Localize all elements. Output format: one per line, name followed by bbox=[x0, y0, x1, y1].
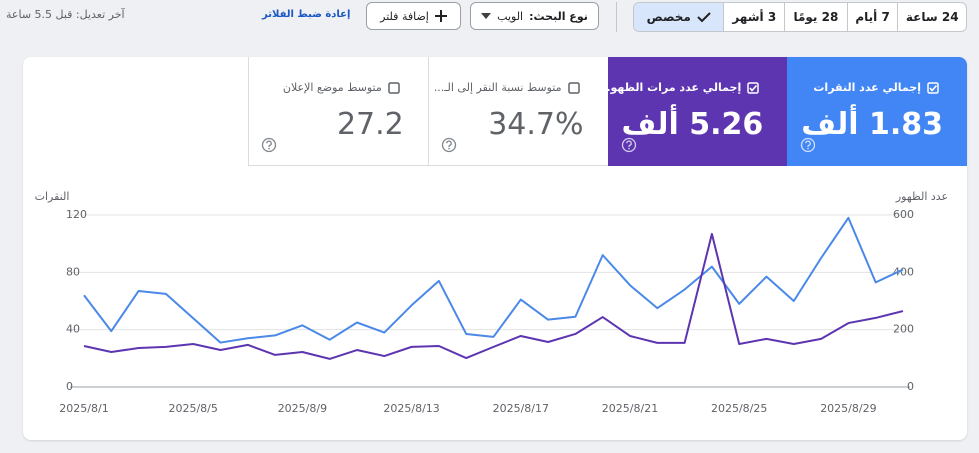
add-filter-text: إضافة فلتر bbox=[380, 9, 429, 23]
plus-icon bbox=[434, 10, 447, 22]
metric-tile[interactable]: إجمالي عدد مرات الظهو... 5.26 ألف bbox=[598, 57, 788, 166]
separator bbox=[616, 2, 617, 32]
reset-filters-link[interactable]: إعادة ضبط الفلاتر bbox=[262, 9, 351, 20]
y-tick-label: 80 bbox=[66, 265, 80, 278]
data-line bbox=[83, 216, 904, 344]
toolbar: 24 ساعة 7 أيام 28 يومًا 3 أشهر مخصص نوع البح… bbox=[0, 0, 979, 40]
metric-header: إجمالي عدد النقرات bbox=[813, 81, 939, 94]
help-icon bbox=[801, 137, 816, 153]
date-range-label: 24 ساعة bbox=[905, 10, 959, 24]
metric-value: 1.83 ألف bbox=[801, 107, 943, 142]
date-range-option[interactable]: 24 ساعة bbox=[897, 3, 966, 31]
help-icon bbox=[261, 137, 277, 153]
search-type-dropdown[interactable]: نوع البحث: الويب bbox=[470, 2, 599, 30]
y2-tick-label: 400 bbox=[893, 265, 914, 278]
checkbox bbox=[927, 81, 939, 94]
y2-axis-title: عدد الظهور bbox=[895, 190, 948, 203]
y2-tick-label: 0 bbox=[907, 380, 914, 393]
date-range-label: 3 أشهر bbox=[732, 10, 777, 24]
y2-tick-label: 600 bbox=[893, 208, 914, 221]
search-type-label: نوع البحث: bbox=[529, 9, 588, 23]
search-type-value: الويب bbox=[497, 9, 524, 23]
y-axis-title: النقرات bbox=[35, 190, 70, 203]
check-icon bbox=[697, 12, 711, 23]
x-tick-label: 2025/8/25 bbox=[711, 402, 767, 415]
metric-header: متوسط نسبة النقر إلى الـ... bbox=[434, 81, 580, 94]
metric-tile[interactable]: إجمالي عدد النقرات 1.83 ألف bbox=[787, 57, 967, 166]
x-tick-label: 2025/8/1 bbox=[59, 402, 108, 415]
metric-header: إجمالي عدد مرات الظهو... bbox=[598, 81, 759, 94]
x-tick-label: 2025/8/13 bbox=[383, 402, 439, 415]
metric-header: متوسط موضع الإعلان bbox=[283, 81, 400, 94]
x-tick-label: 2025/8/5 bbox=[168, 402, 217, 415]
metric-tile[interactable]: متوسط موضع الإعلان 27.2 bbox=[248, 57, 428, 166]
x-tick-label: 2025/8/9 bbox=[278, 402, 327, 415]
checkbox bbox=[567, 81, 580, 94]
metric-tiles: إجمالي عدد النقرات 1.83 ألف إجمالي عدد مرا… bbox=[248, 57, 967, 166]
help-icon bbox=[621, 137, 636, 153]
checkbox bbox=[388, 81, 400, 94]
y-tick-label: 0 bbox=[66, 380, 73, 393]
date-range-option[interactable]: 3 أشهر bbox=[723, 3, 784, 31]
x-tick-label: 2025/8/21 bbox=[602, 402, 658, 415]
metric-label: متوسط نسبة النقر إلى الـ... bbox=[433, 81, 562, 94]
date-range-option[interactable]: مخصص bbox=[634, 3, 724, 31]
last-updated: آخر تعديل: قبل 5.5 ساعة bbox=[6, 8, 125, 21]
metric-label: إجمالي عدد النقرات bbox=[813, 81, 921, 94]
date-range-option[interactable]: 7 أيام bbox=[846, 3, 898, 31]
metric-label: متوسط موضع الإعلان bbox=[282, 81, 382, 94]
y-tick-label: 40 bbox=[66, 323, 80, 336]
date-range-label: 7 أيام bbox=[855, 10, 890, 24]
metric-value: 27.2 bbox=[336, 107, 404, 142]
checkbox bbox=[747, 81, 759, 94]
add-filter-button[interactable]: إضافة فلتر bbox=[366, 2, 461, 30]
y-tick-label: 120 bbox=[66, 208, 87, 221]
y2-tick-label: 200 bbox=[893, 323, 914, 336]
date-range-label: مخصص bbox=[646, 10, 691, 24]
caret-icon bbox=[481, 13, 492, 19]
x-tick-label: 2025/8/29 bbox=[820, 402, 876, 415]
metric-label: إجمالي عدد مرات الظهو... bbox=[597, 81, 742, 94]
date-range-label: 28 يومًا bbox=[793, 10, 839, 24]
x-tick-label: 2025/8/17 bbox=[493, 402, 549, 415]
metric-tile[interactable]: متوسط نسبة النقر إلى الـ... 34.7% bbox=[427, 57, 608, 166]
metric-value: 34.7% bbox=[488, 107, 584, 142]
metric-value: 5.26 ألف bbox=[621, 107, 764, 142]
data-line bbox=[83, 232, 904, 360]
date-range-selector: 24 ساعة 7 أيام 28 يومًا 3 أشهر مخصص bbox=[633, 2, 967, 32]
date-range-option[interactable]: 28 يومًا bbox=[784, 3, 847, 31]
help-icon bbox=[441, 137, 456, 153]
